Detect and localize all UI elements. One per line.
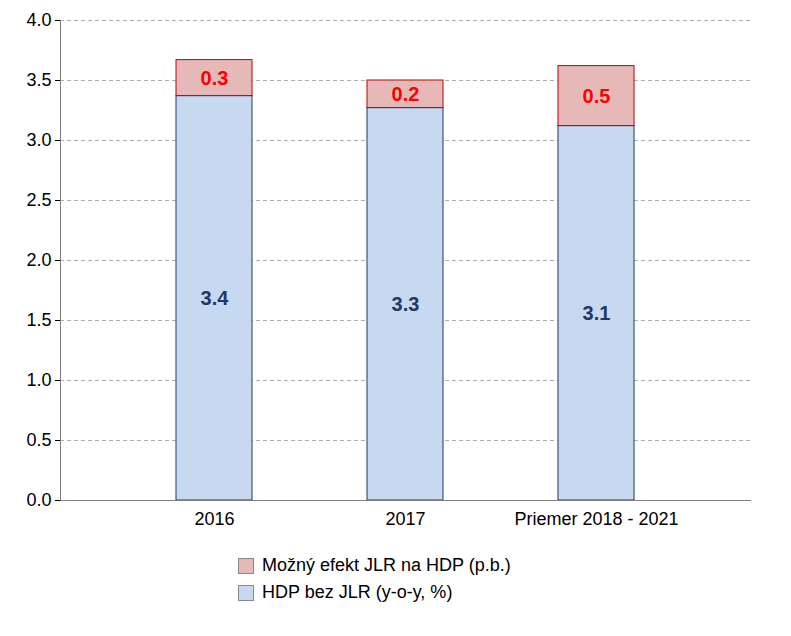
svg-text:2.0: 2.0 — [26, 250, 51, 270]
svg-text:0.5: 0.5 — [26, 430, 51, 450]
svg-text:2016: 2016 — [194, 509, 234, 529]
svg-text:0.3: 0.3 — [201, 67, 229, 89]
svg-text:3.3: 3.3 — [392, 293, 420, 315]
svg-text:0.5: 0.5 — [583, 85, 611, 107]
svg-text:2.5: 2.5 — [26, 190, 51, 210]
svg-text:4.0: 4.0 — [26, 10, 51, 30]
svg-text:1.5: 1.5 — [26, 310, 51, 330]
svg-text:2017: 2017 — [385, 509, 425, 529]
svg-text:3.5: 3.5 — [26, 70, 51, 90]
svg-text:3.4: 3.4 — [201, 287, 230, 309]
html-text:HDP bez JLR (y-o-y, %): HDP bez JLR (y-o-y, %) — [262, 582, 453, 602]
svg-text:0.0: 0.0 — [26, 490, 51, 510]
svg-text:Priemer 2018 - 2021: Priemer 2018 - 2021 — [514, 509, 678, 529]
svg-text:3.1: 3.1 — [583, 302, 611, 324]
svg-text:3.0: 3.0 — [26, 130, 51, 150]
svg-text:0.2: 0.2 — [392, 83, 420, 105]
svg-text:1.0: 1.0 — [26, 370, 51, 390]
html-text:Možný efekt JLR na HDP (p.b.): Možný efekt JLR na HDP (p.b.) — [262, 555, 511, 575]
